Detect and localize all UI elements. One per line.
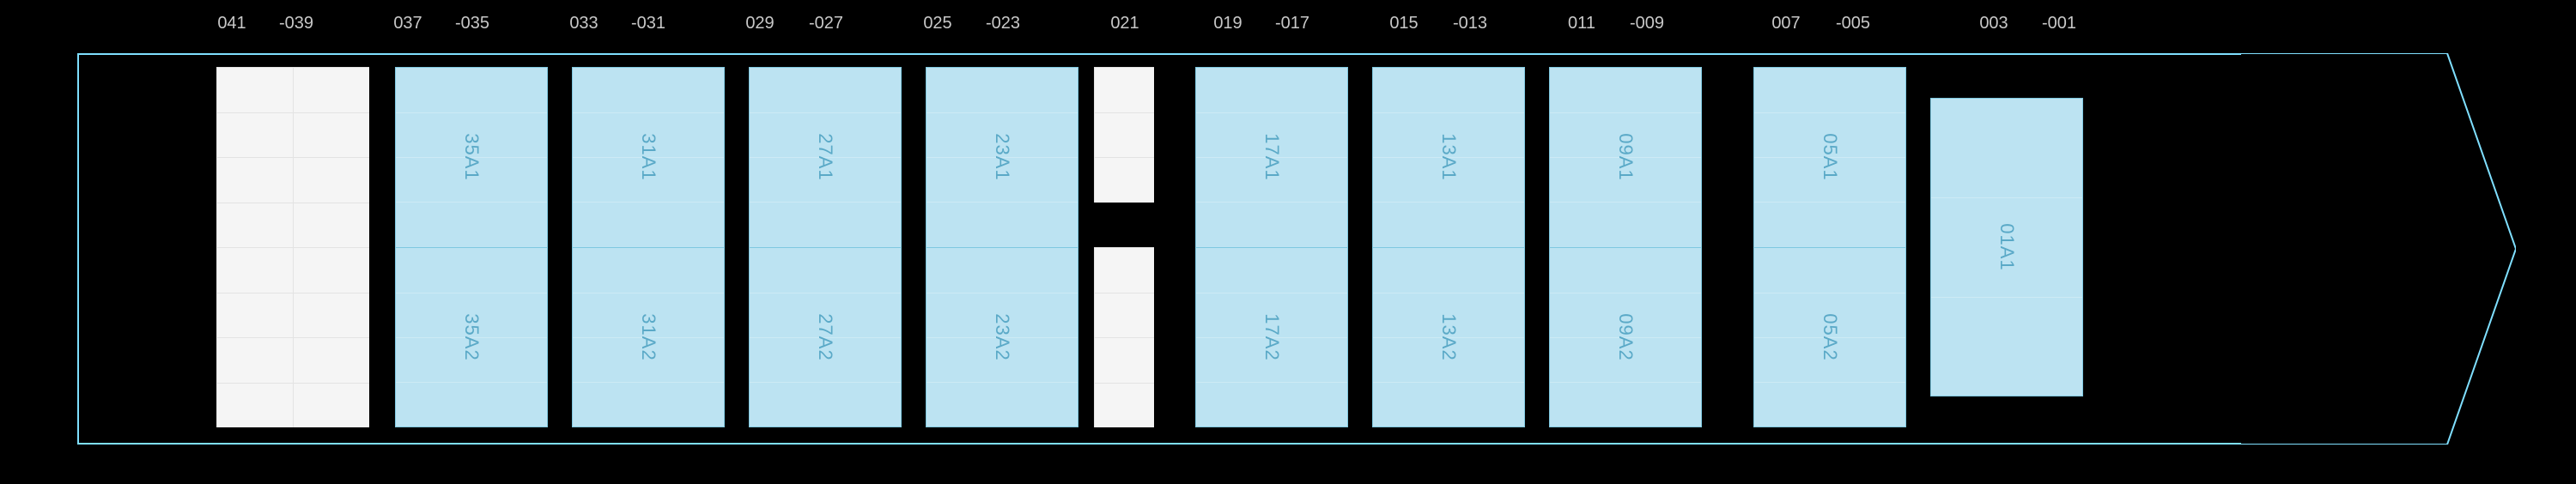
bay-tick: -001 xyxy=(2042,14,2076,33)
cargo-bay-label: 09A2 xyxy=(1614,313,1637,360)
cargo-bay-half[interactable]: 05A2 xyxy=(1754,247,1905,427)
cargo-bay[interactable]: 17A1 17A2 xyxy=(1195,67,1348,427)
empty-slot[interactable] xyxy=(216,67,369,427)
cargo-bay-label: 01A1 xyxy=(1996,223,2018,270)
ship-bay-plan: 041 -039 037 -035 033 -031 029 -027 025 -023 021 01… xyxy=(0,0,2576,484)
cargo-bay-half[interactable]: 31A1 xyxy=(573,68,724,247)
bay-tick: 025 xyxy=(923,14,951,33)
cargo-bay[interactable]: 05A1 05A2 xyxy=(1753,67,1906,427)
cargo-bay-label: 05A2 xyxy=(1819,313,1841,360)
bay-tick: 003 xyxy=(1979,14,2008,33)
cargo-bay-label: 31A2 xyxy=(637,313,659,360)
empty-slot[interactable] xyxy=(1094,247,1154,427)
bay-tick: 033 xyxy=(569,14,598,33)
hull-bow xyxy=(2241,53,2516,445)
cargo-bay-half[interactable]: 09A2 xyxy=(1550,247,1701,427)
cargo-bay[interactable]: 35A1 35A2 xyxy=(395,67,548,427)
cargo-bay[interactable]: 27A1 27A2 xyxy=(749,67,902,427)
cargo-bay[interactable]: 01A1 xyxy=(1930,98,2083,396)
cargo-bay[interactable]: 13A1 13A2 xyxy=(1372,67,1525,427)
cargo-bay-label: 13A1 xyxy=(1437,134,1460,181)
bay-tick: -017 xyxy=(1275,14,1309,33)
cargo-bay-label: 23A2 xyxy=(991,313,1013,360)
cargo-bay-label: 31A1 xyxy=(637,134,659,181)
cargo-bay-half[interactable]: 13A2 xyxy=(1373,247,1524,427)
cargo-bay-half[interactable]: 27A2 xyxy=(750,247,901,427)
cargo-bay-half[interactable]: 23A2 xyxy=(927,247,1078,427)
cargo-bay-label: 35A1 xyxy=(460,134,483,181)
cargo-bay-label: 27A2 xyxy=(814,313,836,360)
cargo-bay-label: 17A1 xyxy=(1261,134,1283,181)
cargo-bay-half[interactable]: 35A1 xyxy=(396,68,547,247)
cargo-bay-half[interactable]: 13A1 xyxy=(1373,68,1524,247)
bay-tick: -035 xyxy=(455,14,489,33)
bay-tick: -023 xyxy=(986,14,1020,33)
bay-tick: -039 xyxy=(279,14,313,33)
bay-tick: -027 xyxy=(809,14,843,33)
bay-tick: 019 xyxy=(1213,14,1242,33)
bay-tick: 041 xyxy=(217,14,246,33)
bay-tick: -005 xyxy=(1836,14,1870,33)
cargo-bay-half[interactable]: 31A2 xyxy=(573,247,724,427)
cargo-bay-half[interactable]: 27A1 xyxy=(750,68,901,247)
cargo-bay-half[interactable]: 01A1 xyxy=(1931,99,2082,396)
cargo-bay[interactable]: 23A1 23A2 xyxy=(926,67,1078,427)
bay-tick: 029 xyxy=(745,14,774,33)
cargo-bay-half[interactable]: 17A1 xyxy=(1196,68,1347,247)
cargo-bay-half[interactable]: 23A1 xyxy=(927,68,1078,247)
empty-slot[interactable] xyxy=(1094,67,1154,203)
cargo-bay-label: 17A2 xyxy=(1261,313,1283,360)
bay-tick: 021 xyxy=(1110,14,1139,33)
bay-tick: -009 xyxy=(1630,14,1664,33)
bay-tick: -031 xyxy=(631,14,665,33)
cargo-bay-label: 13A2 xyxy=(1437,313,1460,360)
bay-tick: 037 xyxy=(393,14,422,33)
cargo-bay-label: 35A2 xyxy=(460,313,483,360)
cargo-bay-label: 05A1 xyxy=(1819,134,1841,181)
bay-tick: 011 xyxy=(1568,14,1595,33)
cargo-bay-half[interactable]: 35A2 xyxy=(396,247,547,427)
cargo-bay-label: 23A1 xyxy=(991,134,1013,181)
bay-tick: -013 xyxy=(1453,14,1487,33)
bay-tick: 007 xyxy=(1771,14,1800,33)
cargo-bay-half[interactable]: 09A1 xyxy=(1550,68,1701,247)
bay-tick: 015 xyxy=(1389,14,1418,33)
cargo-bay-label: 27A1 xyxy=(814,134,836,181)
cargo-bay-half[interactable]: 17A2 xyxy=(1196,247,1347,427)
cargo-bay-label: 09A1 xyxy=(1614,134,1637,181)
cargo-bay[interactable]: 09A1 09A2 xyxy=(1549,67,1702,427)
cargo-bay[interactable]: 31A1 31A2 xyxy=(572,67,725,427)
cargo-bay-half[interactable]: 05A1 xyxy=(1754,68,1905,247)
